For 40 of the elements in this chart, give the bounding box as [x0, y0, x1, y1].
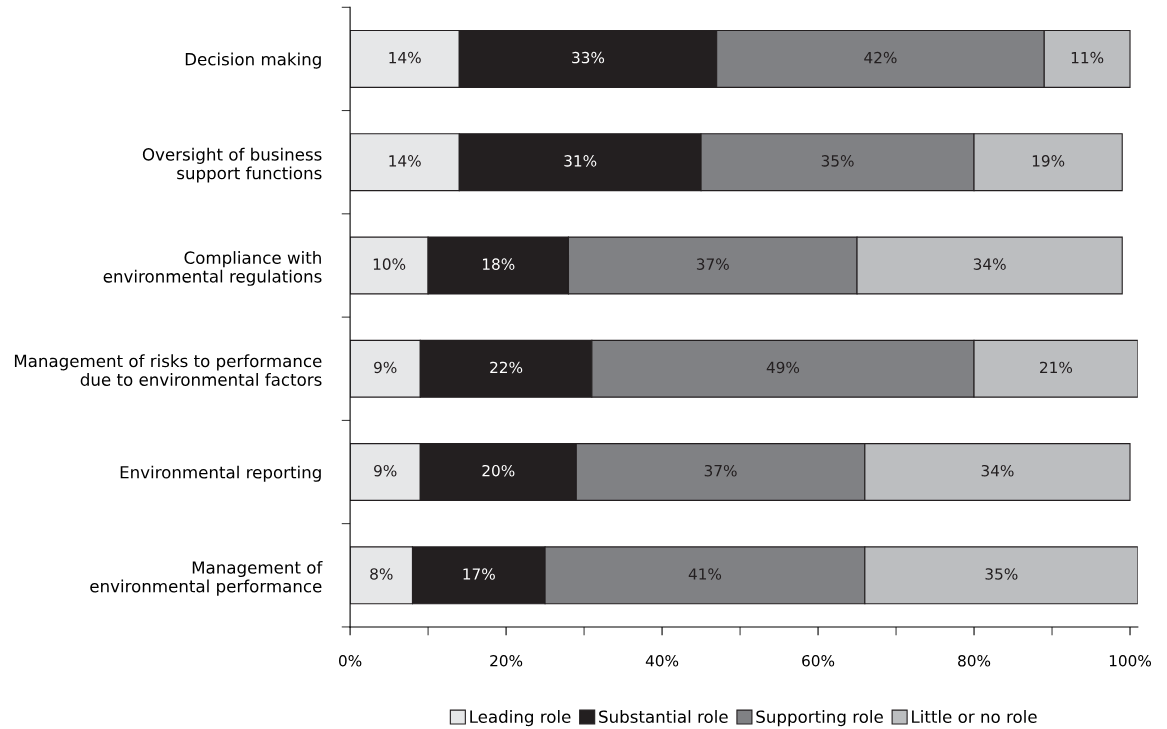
x-tick-label: 100% [1109, 654, 1152, 667]
data-label: 21% [1040, 361, 1073, 374]
y-tick-label: Environmental reporting [120, 465, 321, 482]
data-label: 49% [766, 361, 800, 374]
data-label: 22% [490, 361, 523, 374]
data-label: 17% [463, 568, 495, 580]
data-label: 14% [389, 155, 421, 167]
data-label: 19% [1032, 155, 1065, 167]
data-label: 18% [482, 258, 515, 270]
x-tick-label: 80% [958, 654, 991, 667]
x-tick-label: 0% [338, 654, 362, 667]
data-label: 34% [981, 464, 1014, 477]
data-label: 10% [373, 258, 406, 270]
y-tick-label: Management of risks to performance due to environmental factors [14, 354, 322, 386]
legend-label: Leading role [470, 710, 571, 727]
data-label: 34% [973, 258, 1006, 270]
y-tick-label: Oversight of business support functions [142, 147, 322, 183]
data-label: 35% [821, 155, 854, 167]
x-tick-label: 20% [490, 654, 523, 667]
data-label: 42% [864, 51, 897, 64]
data-label: 14% [389, 51, 421, 64]
data-label: 37% [696, 258, 729, 270]
data-label: 9% [374, 361, 397, 374]
data-label: 37% [704, 464, 737, 477]
data-label: 35% [985, 568, 1018, 580]
data-label: 20% [482, 464, 515, 477]
data-label: 11% [1071, 51, 1104, 64]
data-label: 31% [564, 155, 597, 167]
y-tick-label: Decision making [185, 52, 321, 69]
y-tick-label: Compliance with environmental regulations [103, 251, 322, 286]
legend-label: Little or no role [912, 710, 1037, 724]
legend-label: Substantial role [599, 710, 728, 724]
data-label: 9% [374, 464, 397, 477]
data-label: 8% [370, 568, 393, 580]
x-tick-label: 40% [645, 654, 679, 667]
data-label: 41% [688, 568, 722, 580]
x-tick-label: 60% [802, 654, 835, 667]
y-tick-label: Management of environmental performance [90, 560, 323, 596]
legend-label: Supporting role [756, 710, 883, 727]
data-label: 33% [572, 51, 605, 64]
